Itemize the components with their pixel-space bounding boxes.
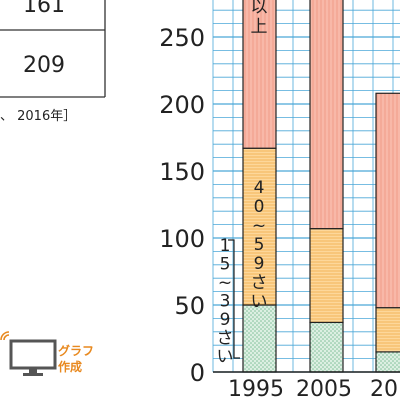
source-note: 、 2016年］ xyxy=(0,109,76,124)
y-axis-ticks: 0 50 100 150 200 250 xyxy=(159,24,205,387)
graph-create-button[interactable]: グラフ 作成 xyxy=(0,331,94,376)
annotation-top: 以上 xyxy=(251,0,268,37)
bar-segment xyxy=(309,228,344,324)
x-tick-label: 2005 xyxy=(296,377,352,400)
y-tick-label: 200 xyxy=(159,91,205,119)
bar-segment xyxy=(309,0,344,230)
logo-text-line2: 作成 xyxy=(58,359,82,374)
y-tick-label: 250 xyxy=(159,24,205,52)
annotation-middle-label: 4 0 ~5 9 さい xyxy=(251,178,268,312)
annotation-bottom: 1 5 ~3 9 さい xyxy=(217,236,240,367)
left-table-cell: 209 xyxy=(23,53,65,78)
y-tick-label: 0 xyxy=(190,359,205,387)
bar-segment xyxy=(309,321,344,373)
bar-segment xyxy=(242,304,277,373)
annotation-bottom-label: 1 5 ~3 9 さい xyxy=(217,236,234,367)
annotation-middle: 4 0 ~5 9 さい xyxy=(251,178,268,312)
bar-segment xyxy=(375,307,400,353)
y-tick-label: 100 xyxy=(159,225,205,253)
y-tick-label: 50 xyxy=(174,292,205,320)
annotation-bracket xyxy=(228,239,240,359)
logo-text-line1: グラフ xyxy=(58,343,94,358)
y-tick-label: 150 xyxy=(159,158,205,186)
chart-grid xyxy=(212,0,400,373)
bar-segment xyxy=(375,351,400,373)
bar-segment xyxy=(375,92,400,309)
x-axis-ticks: 1995 2005 20 xyxy=(228,377,398,400)
x-tick-label: 1995 xyxy=(228,377,284,400)
bar-segment xyxy=(242,0,277,149)
annotation-top-label: 以上 xyxy=(251,0,268,37)
monitor-icon xyxy=(0,331,57,376)
chart-bars xyxy=(242,0,400,373)
left-table: 161 209 、 2016年］ xyxy=(0,0,106,124)
left-table-cell: 161 xyxy=(23,0,65,18)
x-tick-label: 20 xyxy=(370,377,398,400)
